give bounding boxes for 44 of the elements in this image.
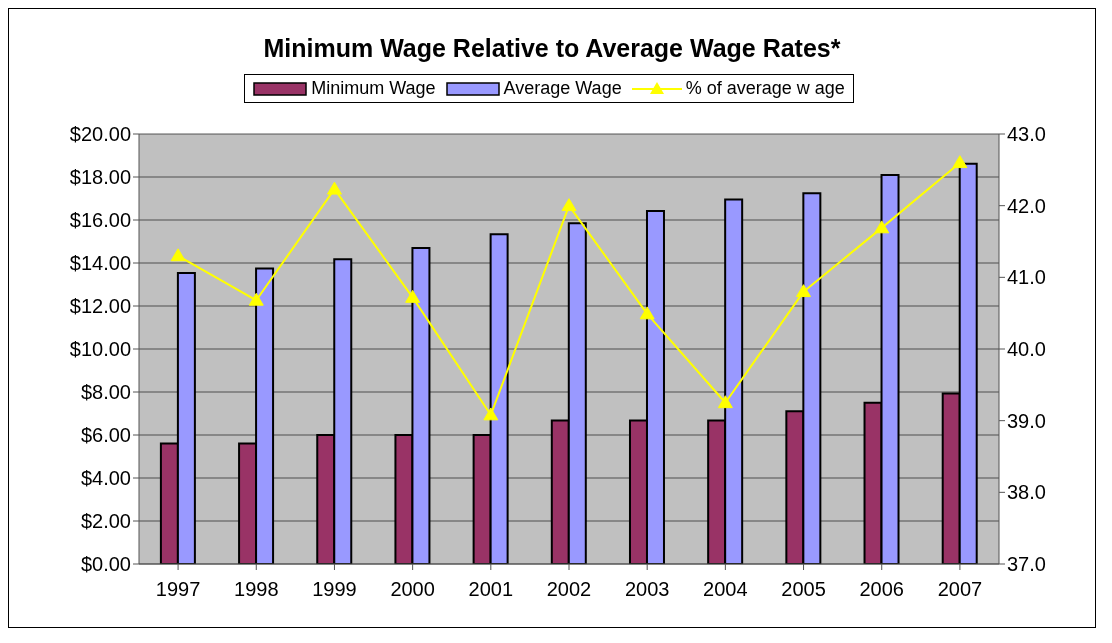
point <box>874 220 890 234</box>
y-tick-label: $8.00 <box>80 381 131 404</box>
x-tick-label: 2000 <box>390 578 435 601</box>
legend-label: Average Wage <box>503 78 622 99</box>
y2-tick-label: 42.0 <box>1007 194 1046 217</box>
point <box>639 306 655 320</box>
point <box>717 395 733 409</box>
point <box>561 198 577 212</box>
point <box>170 248 186 262</box>
x-tick-label: 2002 <box>546 578 592 601</box>
x-tick-label: 2004 <box>703 578 748 601</box>
y-tick-label: $10.00 <box>69 338 131 361</box>
y2-tick-label: 39.0 <box>1007 409 1046 432</box>
y2-tick-label: 37.0 <box>1007 553 1046 576</box>
x-tick-label: 1999 <box>312 578 357 601</box>
point <box>248 292 264 306</box>
y-tick-label: $16.00 <box>69 209 131 232</box>
y-tick-label: $12.00 <box>69 295 131 318</box>
y2-tick-label: 40.0 <box>1007 338 1046 361</box>
y-tick-label: $0.00 <box>80 553 131 576</box>
x-tick-label: 2005 <box>781 578 826 601</box>
legend-label: % of average w age <box>685 78 845 99</box>
point <box>796 284 812 298</box>
x-tick-label: 2007 <box>937 578 983 601</box>
x-tick-label: 1998 <box>234 578 279 601</box>
point <box>483 407 499 421</box>
y-tick-label: $4.00 <box>80 467 131 490</box>
y2-tick-label: 43.0 <box>1007 123 1046 146</box>
x-tick-label: 2006 <box>859 578 904 601</box>
y-tick-label: $2.00 <box>80 510 131 533</box>
y-tick-label: $18.00 <box>69 166 131 189</box>
point <box>405 289 421 303</box>
point <box>952 155 968 169</box>
x-tick-label: 2003 <box>624 578 670 601</box>
y2-tick-label: 38.0 <box>1007 481 1046 504</box>
x-tick-label: 2001 <box>468 578 514 601</box>
x-tick-label: 1997 <box>155 578 201 601</box>
chart-title: Minimum Wage Relative to Average Wage Rates* <box>262 33 842 64</box>
y-tick-label: $6.00 <box>80 424 131 447</box>
y-tick-label: $14.00 <box>69 252 131 275</box>
legend-label: Minimum Wage <box>311 78 436 99</box>
y-tick-label: $20.00 <box>69 123 131 146</box>
point <box>326 181 342 195</box>
y2-tick-label: 41.0 <box>1007 266 1046 289</box>
